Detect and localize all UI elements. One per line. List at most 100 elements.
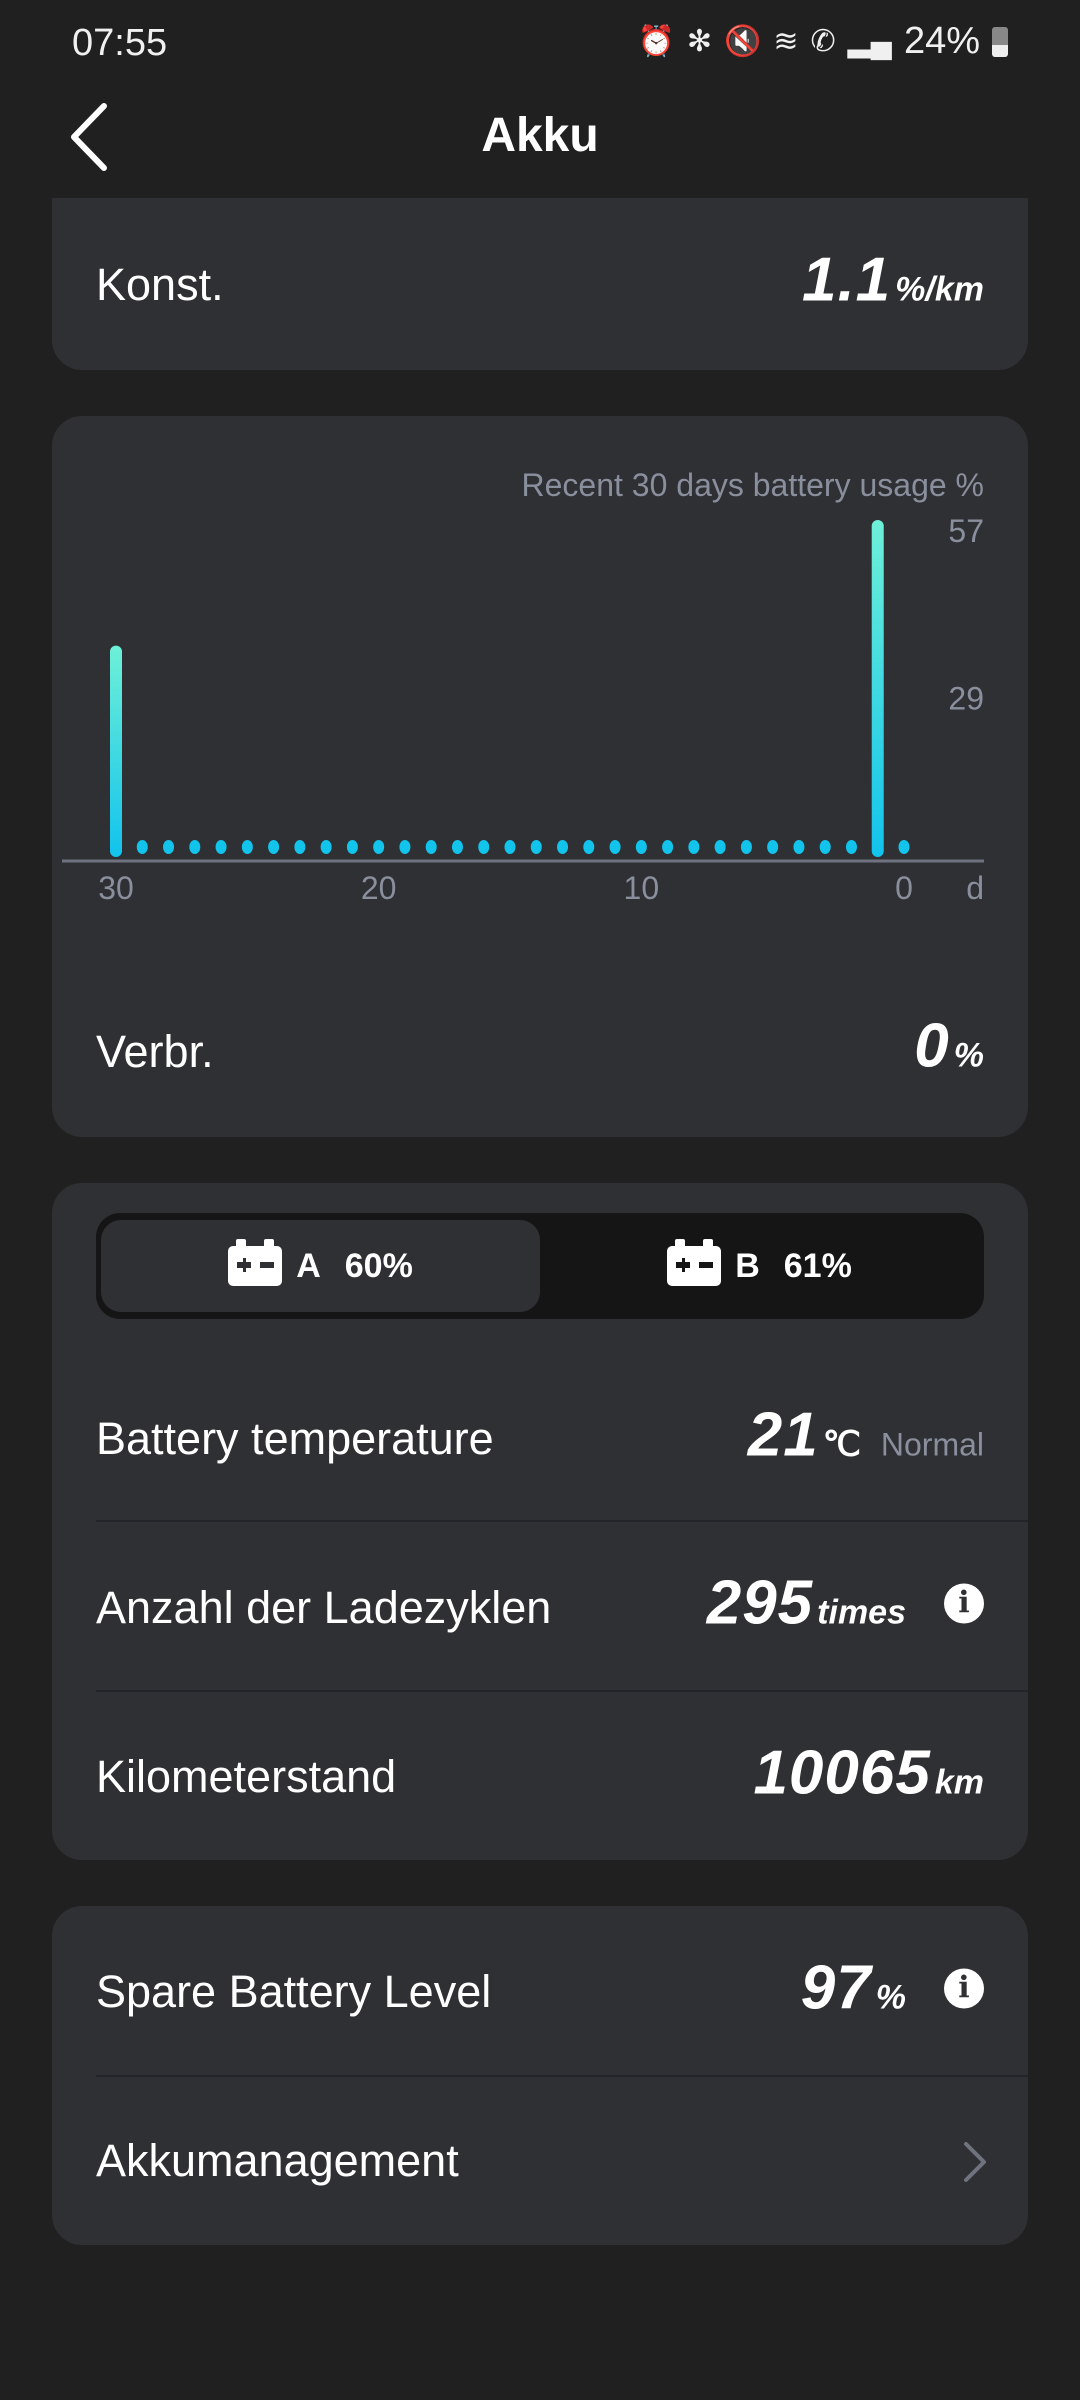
- usage-unit: %: [953, 1036, 984, 1075]
- bar: [478, 840, 490, 854]
- bar: [583, 840, 595, 854]
- usage-chart-card: Recent 30 days battery usage % 57 29 30 20 1…: [52, 416, 1028, 1137]
- bar: [819, 840, 831, 854]
- signal-icon: ▂▄: [847, 25, 892, 58]
- odometer-label: Kilometerstand: [96, 1751, 397, 1802]
- tab-a-name: A: [296, 1246, 321, 1285]
- cycles-number: 295: [706, 1568, 814, 1638]
- const-label: Konst.: [96, 259, 224, 310]
- tab-b-name: B: [735, 1246, 760, 1285]
- bar: [110, 645, 122, 857]
- bar: [530, 840, 542, 854]
- bar: [504, 840, 516, 854]
- back-button[interactable]: [66, 102, 116, 172]
- divider: [96, 1520, 1028, 1522]
- bar: [898, 840, 910, 854]
- battery-icon: [992, 26, 1008, 57]
- divider: [96, 1690, 1028, 1692]
- usage-chart: Recent 30 days battery usage % 57 29 30 20 1…: [62, 467, 985, 906]
- bar: [399, 840, 411, 854]
- x-tick-label: 0: [895, 870, 913, 906]
- cycles-label: Anzahl der Ladezyklen: [96, 1582, 552, 1633]
- akkumanagement-label: Akkumanagement: [96, 2135, 459, 2186]
- battery-details-card: A 60% B 61% Battery temperature 21 ℃ Norma…: [52, 1183, 1028, 1860]
- const-unit: %/km: [895, 270, 984, 309]
- spare-unit: %: [875, 1978, 906, 2017]
- spare-number: 97: [800, 1953, 872, 2023]
- bar: [268, 840, 280, 854]
- const-number: 1.1: [801, 245, 892, 315]
- bar: [189, 840, 201, 854]
- bluetooth-icon: ✻: [686, 25, 712, 58]
- bar: [136, 840, 148, 854]
- temperature-value: 21 ℃ Normal: [748, 1400, 984, 1471]
- bar: [688, 840, 700, 854]
- spare-label: Spare Battery Level: [96, 1966, 492, 2017]
- cycles-unit: times: [817, 1593, 906, 1632]
- bar: [714, 840, 726, 854]
- temperature-unit: ℃: [822, 1425, 861, 1464]
- bar: [294, 840, 306, 854]
- battery-icon: [228, 1239, 283, 1286]
- x-axis-unit: d: [966, 870, 984, 906]
- header-bg: [0, 0, 1080, 198]
- spare-value: 97% i: [801, 1953, 984, 2024]
- bar: [609, 840, 621, 854]
- bar: [871, 520, 884, 857]
- battery-icon: [667, 1239, 722, 1286]
- mute-icon: 🔇: [723, 25, 762, 58]
- odometer-value: 10065 km: [753, 1738, 984, 1809]
- odometer-number: 10065: [753, 1738, 931, 1808]
- bar: [241, 840, 253, 854]
- bar: [346, 840, 358, 854]
- bar: [767, 840, 779, 854]
- y-tick-label: 57: [948, 513, 984, 549]
- status-icons: ⏰ ✻ 🔇 ≋ ✆ ▂▄ 24%: [637, 20, 1008, 63]
- x-tick-label: 20: [361, 870, 397, 906]
- bar: [320, 840, 332, 854]
- page-title: Akku: [481, 109, 599, 162]
- y-tick-label: 29: [948, 681, 984, 717]
- bar: [451, 840, 463, 854]
- tab-battery-a[interactable]: A 60%: [101, 1220, 540, 1312]
- battery-selector: A 60% B 61%: [96, 1213, 984, 1319]
- divider: [96, 2075, 1028, 2077]
- bar: [557, 840, 569, 854]
- bar: [740, 840, 752, 854]
- x-tick-label: 30: [98, 870, 134, 906]
- usage-value: 0%: [914, 1011, 984, 1082]
- bar: [373, 840, 385, 854]
- temperature-label: Battery temperature: [96, 1413, 494, 1464]
- battery-percent: 24%: [903, 20, 980, 62]
- usage-number: 0: [914, 1011, 950, 1081]
- chart-title: Recent 30 days battery usage %: [522, 467, 985, 503]
- tab-b-level: 61%: [783, 1246, 852, 1285]
- wifi-icon: ≋: [773, 25, 799, 58]
- bar: [425, 840, 437, 854]
- bar: [845, 840, 857, 854]
- chevron-right-icon: [964, 2142, 986, 2182]
- const-value: 1.1 %/km: [802, 245, 984, 316]
- bar: [635, 840, 647, 854]
- bar: [662, 840, 674, 854]
- status-time: 07:55: [72, 22, 168, 64]
- wifi-calling-icon: ✆: [810, 25, 836, 58]
- consumption-card: Konst. 1.1 %/km: [52, 170, 1028, 370]
- akkumanagement-row[interactable]: Akkumanagement: [52, 2076, 1028, 2245]
- x-tick-label: 10: [624, 870, 660, 906]
- temperature-number: 21: [747, 1400, 819, 1470]
- bar: [793, 840, 805, 854]
- tab-a-level: 60%: [344, 1246, 413, 1285]
- tab-battery-b[interactable]: B 61%: [540, 1220, 979, 1312]
- cycles-value: 295 times i: [707, 1568, 984, 1639]
- bar: [215, 840, 227, 854]
- usage-label: Verbr.: [96, 1026, 214, 1077]
- odometer-unit: km: [934, 1763, 984, 1802]
- alarm-icon: ⏰: [637, 25, 675, 58]
- spare-card: Spare Battery Level 97% i Akkumanagement: [52, 1906, 1028, 2245]
- bar: [163, 840, 175, 854]
- info-icon[interactable]: i: [944, 1968, 984, 2008]
- temperature-status: Normal: [880, 1426, 984, 1463]
- chevron-left-icon: [71, 103, 107, 171]
- info-icon[interactable]: i: [944, 1583, 984, 1623]
